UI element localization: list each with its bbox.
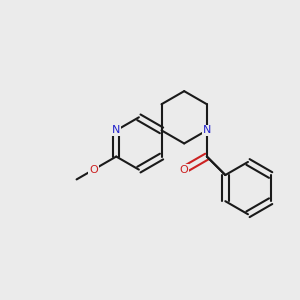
Text: O: O	[180, 165, 189, 175]
Text: N: N	[112, 125, 120, 135]
Text: N: N	[202, 125, 211, 135]
Text: O: O	[89, 165, 98, 175]
